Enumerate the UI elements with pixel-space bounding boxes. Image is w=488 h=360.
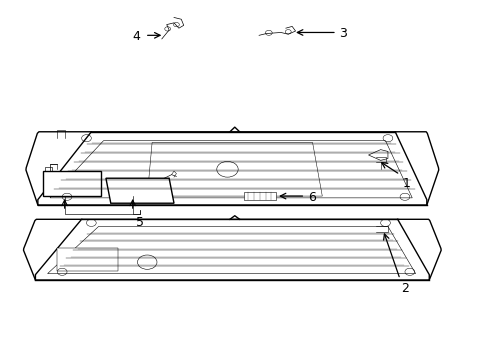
Bar bbox=[244, 192, 276, 201]
Polygon shape bbox=[38, 132, 426, 205]
Polygon shape bbox=[106, 178, 174, 203]
Text: 5: 5 bbox=[136, 216, 143, 229]
Text: 2: 2 bbox=[400, 282, 408, 295]
Text: 1: 1 bbox=[402, 177, 409, 190]
Polygon shape bbox=[35, 219, 428, 280]
Polygon shape bbox=[42, 171, 101, 196]
Text: 4: 4 bbox=[132, 30, 140, 43]
Text: 6: 6 bbox=[307, 191, 315, 204]
Polygon shape bbox=[57, 248, 118, 271]
Polygon shape bbox=[47, 226, 415, 274]
Text: 3: 3 bbox=[339, 27, 346, 40]
